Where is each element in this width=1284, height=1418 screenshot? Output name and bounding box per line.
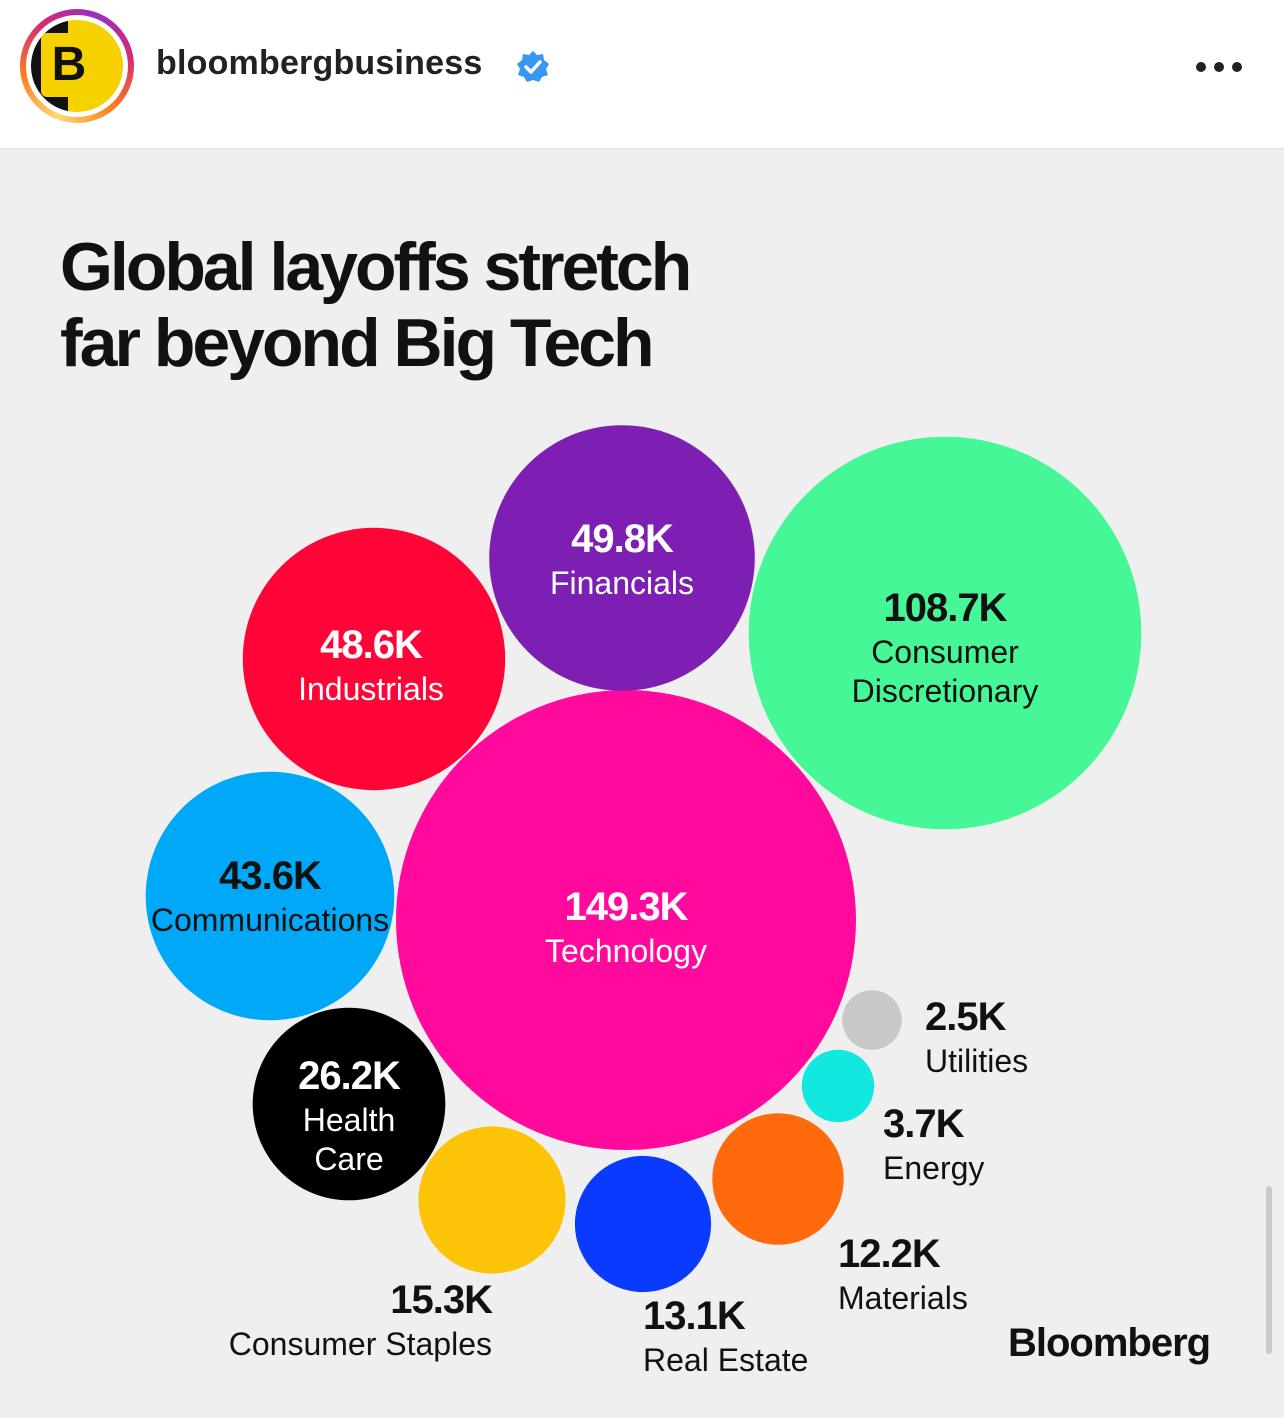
bubble-energy <box>801 1049 875 1123</box>
bubble-health-care <box>252 1007 446 1201</box>
title-line-2: far beyond Big Tech <box>60 305 655 381</box>
bubble-technology <box>396 690 856 1150</box>
category-label-energy: Energy <box>883 1150 984 1186</box>
value-label-consumer-discretionary: 108.7K <box>884 586 1008 630</box>
category-label-technology: Technology <box>545 933 707 969</box>
value-label-real-estate: 13.1K <box>643 1294 746 1338</box>
bubble-consumer-discretionary <box>748 436 1142 830</box>
category-label-industrials: Industrials <box>298 671 444 707</box>
avatar[interactable]: B <box>31 20 123 112</box>
value-label-communications: 43.6K <box>219 854 322 898</box>
value-label-consumer-staples: 15.3K <box>390 1278 493 1322</box>
category-label-consumer-staples: Consumer Staples <box>229 1326 492 1362</box>
category-label-utilities: Utilities <box>925 1043 1028 1079</box>
bubble-industrials <box>242 527 506 791</box>
account-name[interactable]: bloombergbusiness <box>156 44 483 82</box>
story-ring[interactable]: B <box>20 9 134 123</box>
avatar-border: B <box>26 15 128 117</box>
category-label-consumer-discretionary: Discretionary <box>852 673 1039 709</box>
bubble-communications <box>145 771 395 1021</box>
value-label-materials: 12.2K <box>838 1232 941 1276</box>
category-label-real-estate: Real Estate <box>643 1342 808 1378</box>
category-label-health-care: Care <box>314 1141 383 1177</box>
category-label-financials: Financials <box>550 565 694 601</box>
category-label-health-care: Health <box>303 1102 396 1138</box>
value-label-technology: 149.3K <box>565 885 689 929</box>
value-label-financials: 49.8K <box>571 517 674 561</box>
bubble-real-estate <box>574 1155 712 1293</box>
bubble-consumer-staples <box>418 1126 566 1274</box>
bubble-chart: 149.3K Technology 108.7K ConsumerDiscretion… <box>145 425 1142 1378</box>
value-label-energy: 3.7K <box>883 1102 965 1146</box>
bubble-materials <box>712 1113 844 1245</box>
scrollbar[interactable] <box>1266 1186 1272 1354</box>
avatar-logo-letter: B <box>41 33 97 97</box>
value-label-industrials: 48.6K <box>320 623 423 667</box>
category-label-materials: Materials <box>838 1280 968 1316</box>
bloomberg-logo: Bloomberg <box>1008 1321 1211 1365</box>
value-label-utilities: 2.5K <box>925 995 1007 1039</box>
category-label-communications: Communications <box>151 902 389 938</box>
bubble-utilities <box>842 990 902 1050</box>
category-label-consumer-discretionary: Consumer <box>871 634 1019 670</box>
more-options-icon[interactable] <box>1190 50 1250 84</box>
title-line-1: Global layoffs stretch <box>60 229 692 305</box>
chart-title: Global layoffs stretch far beyond Big Te… <box>60 229 820 381</box>
bubble-financials <box>489 425 755 691</box>
post-image: Global layoffs stretch far beyond Big Te… <box>0 149 1284 1418</box>
value-label-health-care: 26.2K <box>298 1054 401 1098</box>
verified-badge-icon <box>517 51 549 82</box>
post-header: B bloombergbusiness <box>0 0 1284 149</box>
